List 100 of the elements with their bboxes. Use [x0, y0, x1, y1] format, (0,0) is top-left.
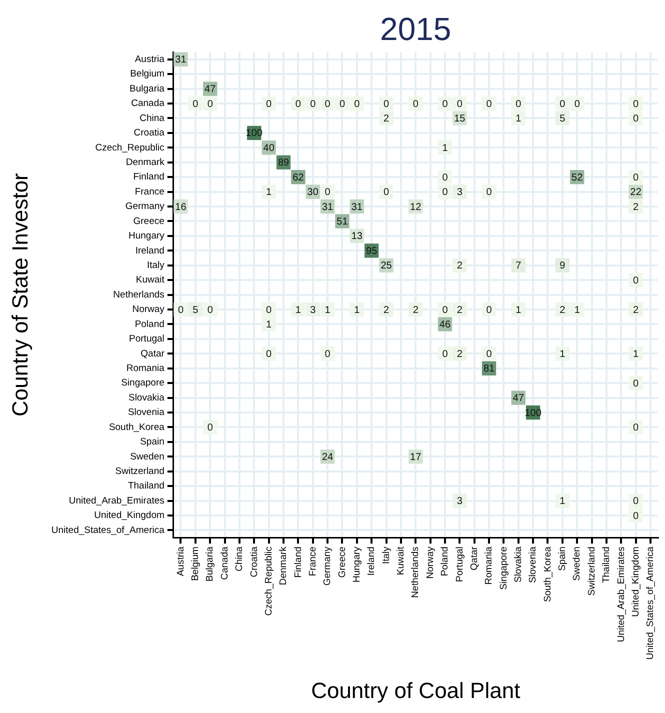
- data-label: 0: [456, 98, 463, 110]
- x-tick-label: Hungary: [352, 546, 363, 583]
- data-label: 0: [442, 304, 448, 316]
- data-label: 89: [278, 158, 290, 169]
- data-label: 2: [633, 304, 640, 316]
- x-tick-label: Italy: [380, 546, 392, 564]
- x-tick-label: United_Kingdom: [630, 546, 642, 617]
- x-tick-label: Croatia: [248, 546, 260, 578]
- x-tick-label: Poland: [440, 546, 451, 576]
- data-label: 81: [483, 364, 496, 375]
- y-tick-label: Belgium: [130, 68, 164, 80]
- y-tick-label: Finland: [133, 172, 164, 183]
- data-label: 0: [486, 304, 492, 316]
- data-label: 0: [339, 98, 346, 110]
- data-label: 22: [630, 187, 642, 198]
- data-label: 17: [410, 452, 422, 463]
- y-tick-label: Slovakia: [128, 392, 166, 404]
- y-tick-label: Croatia: [134, 128, 166, 139]
- data-label: 0: [486, 187, 492, 198]
- data-label: 0: [486, 348, 492, 360]
- y-tick-label: United_Kingdom: [94, 510, 164, 522]
- data-label: 1: [516, 304, 522, 316]
- data-label: 0: [633, 378, 640, 390]
- y-axis-title: Country of State Investor: [7, 173, 32, 416]
- data-label: 52: [572, 172, 584, 184]
- data-label: 0: [633, 98, 640, 110]
- y-tick-label: Singapore: [121, 378, 164, 389]
- data-label: 2: [412, 304, 419, 316]
- data-label: 16: [175, 202, 187, 213]
- data-label: 30: [307, 187, 319, 198]
- data-label: 3: [456, 187, 463, 198]
- data-label: 0: [383, 98, 390, 110]
- data-label: 15: [454, 113, 466, 124]
- x-tick-label: Thailand: [601, 546, 612, 584]
- data-label: 0: [633, 275, 640, 286]
- data-label: 0: [266, 304, 272, 316]
- data-label: 95: [366, 246, 378, 257]
- data-label: 25: [380, 260, 392, 272]
- data-label: 1: [516, 113, 522, 124]
- data-label: 0: [442, 187, 448, 198]
- y-tick-label: United_Arab_Emirates: [68, 495, 165, 506]
- x-tick-label: Singapore: [498, 546, 510, 590]
- data-label: 2: [456, 348, 463, 360]
- data-label: 24: [322, 452, 334, 463]
- data-label: 0: [383, 187, 390, 198]
- data-label: 31: [175, 54, 187, 66]
- data-label: 0: [207, 422, 214, 434]
- y-tick-label: Slovenia: [128, 407, 166, 418]
- data-label: 2: [383, 113, 390, 124]
- data-label: 1: [574, 304, 580, 316]
- y-tick-label: Canada: [131, 98, 166, 110]
- y-tick-label: China: [140, 112, 166, 124]
- y-tick-label: Greece: [133, 216, 164, 227]
- y-tick-label: Norway: [132, 304, 165, 316]
- data-label: 2: [456, 260, 463, 272]
- x-tick-label: Germany: [322, 546, 334, 586]
- data-label: 31: [322, 202, 334, 213]
- x-tick-label: Belgium: [190, 546, 202, 581]
- y-tick-label: Kuwait: [136, 274, 165, 286]
- x-tick-label: Netherlands: [410, 546, 422, 598]
- data-label: 0: [207, 98, 214, 110]
- x-tick-label: Portugal: [454, 546, 466, 582]
- y-tick-label: United_States_of_America: [51, 524, 166, 536]
- data-label: 62: [292, 172, 304, 184]
- x-tick-label: Norway: [424, 546, 436, 579]
- data-label: 0: [266, 348, 272, 360]
- data-label: 0: [324, 98, 331, 110]
- data-label: 1: [633, 348, 640, 360]
- data-label: 1: [324, 304, 331, 316]
- data-label: 1: [266, 319, 272, 330]
- data-label: 7: [516, 260, 522, 272]
- x-tick-label: Romania: [484, 546, 495, 585]
- x-tick-label: Slovakia: [513, 546, 524, 583]
- x-tick-label: Czech_Republic: [263, 546, 274, 616]
- x-tick-label: Spain: [557, 546, 568, 571]
- data-label: 0: [354, 98, 360, 110]
- y-tick-label: Bulgaria: [130, 83, 166, 94]
- data-label: 2: [383, 304, 390, 316]
- data-label: 0: [633, 172, 640, 184]
- data-label: 0: [295, 98, 302, 110]
- data-label: 0: [574, 98, 580, 110]
- x-tick-label: China: [234, 546, 246, 572]
- chart-title: 2015: [380, 11, 452, 47]
- y-tick-label: Czech_Republic: [95, 142, 165, 154]
- x-tick-label: United_Arab_Emirates: [616, 546, 627, 642]
- y-tick-label: South_Korea: [108, 422, 166, 433]
- y-tick-label: Ireland: [135, 245, 164, 256]
- y-tick-label: Poland: [134, 318, 164, 330]
- data-label: 0: [178, 304, 184, 316]
- y-tick-label: Austria: [134, 54, 166, 65]
- data-label: 0: [633, 496, 640, 508]
- data-label: 3: [456, 496, 463, 508]
- data-label: 0: [324, 348, 331, 360]
- y-tick-label: Sweden: [130, 451, 164, 462]
- data-label: 1: [354, 304, 360, 316]
- y-tick-label: Netherlands: [113, 289, 165, 300]
- data-label: 51: [336, 216, 348, 228]
- y-tick-label: Qatar: [140, 348, 164, 360]
- data-label: 0: [633, 510, 640, 522]
- x-tick-label: Kuwait: [396, 546, 407, 576]
